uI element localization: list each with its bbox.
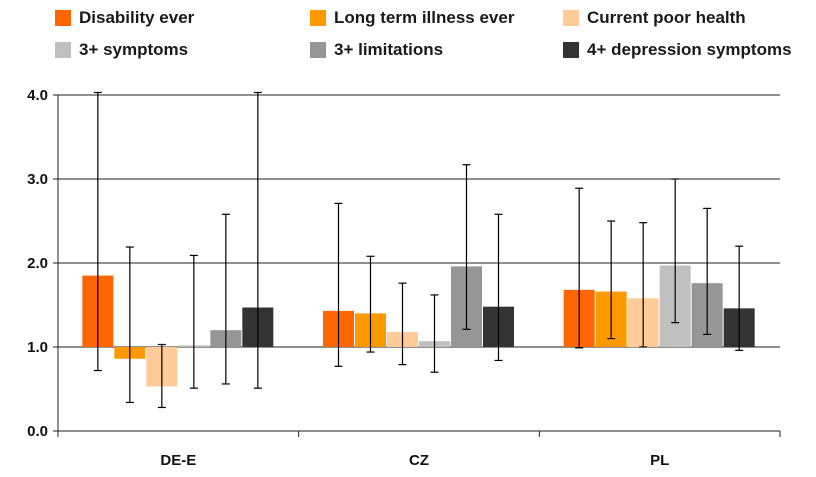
legend-swatch <box>310 10 326 26</box>
error-bar-pl-disability-ever <box>575 187 584 349</box>
x-category-label-cz: CZ <box>409 452 429 469</box>
error-bar-cz-3-limitations <box>462 164 471 330</box>
error-bar-pl-3-limitations <box>703 207 712 335</box>
error-bar-cz-disability-ever <box>334 202 343 367</box>
error-bar-pl-3-symptoms <box>671 178 680 324</box>
error-bar-pl-current-poor-health <box>639 222 648 348</box>
chart-legend: Disability ever Long term illness ever Cur… <box>0 0 816 70</box>
error-bar-de-e-3-symptoms <box>189 254 198 389</box>
legend-item-3-symptoms: 3+ symptoms <box>55 40 188 60</box>
error-bar-de-e-long-term-illness-ever <box>125 246 134 404</box>
y-tick-label: 4.0 <box>27 87 48 104</box>
legend-swatch <box>55 42 71 58</box>
axis-labels: 0.0 1.0 2.0 3.0 4.0 DE-E CZ PL <box>27 87 669 469</box>
legend-item-4-depression-symptoms: 4+ depression symptoms <box>563 40 792 60</box>
legend-swatch <box>563 10 579 26</box>
x-category-label-de-e: DE-E <box>160 452 196 469</box>
error-bar-cz-3-symptoms <box>430 294 439 373</box>
legend-label: Long term illness ever <box>334 8 515 27</box>
y-tick-label: 2.0 <box>27 255 48 272</box>
legend-swatch <box>310 42 326 58</box>
error-bar-de-e-3-limitations <box>221 213 230 385</box>
error-bar-cz-current-poor-health <box>398 282 407 366</box>
y-tick-label: 1.0 <box>27 339 48 356</box>
error-bar-pl-long-term-illness-ever <box>607 220 616 340</box>
legend-label: 3+ limitations <box>334 40 444 59</box>
legend-item-3-limitations: 3+ limitations <box>310 40 443 60</box>
legend-item-current-poor-health: Current poor health <box>563 8 746 28</box>
error-bar-de-e-4-depression-symptoms <box>253 91 262 389</box>
x-category-label-pl: PL <box>650 452 669 469</box>
error-bar-cz-long-term-illness-ever <box>366 255 375 353</box>
error-bars <box>93 91 744 409</box>
legend-label: Disability ever <box>79 8 195 27</box>
error-bar-pl-4-depression-symptoms <box>735 245 744 351</box>
bars <box>82 265 755 387</box>
legend-label: Current poor health <box>587 8 746 27</box>
legend-swatch <box>55 10 71 26</box>
legend-label: 3+ symptoms <box>79 40 189 59</box>
legend-label: 4+ depression symptoms <box>587 40 792 59</box>
y-tick-label: 3.0 <box>27 171 48 188</box>
error-bar-cz-4-depression-symptoms <box>494 213 503 362</box>
error-bar-de-e-current-poor-health <box>157 343 166 409</box>
axes <box>53 94 781 437</box>
error-bar-de-e-disability-ever <box>93 91 102 372</box>
legend-swatch <box>563 42 579 58</box>
legend-item-disability-ever: Disability ever <box>55 8 194 28</box>
y-tick-label: 0.0 <box>27 423 48 440</box>
legend-item-long-term-illness-ever: Long term illness ever <box>310 8 514 28</box>
